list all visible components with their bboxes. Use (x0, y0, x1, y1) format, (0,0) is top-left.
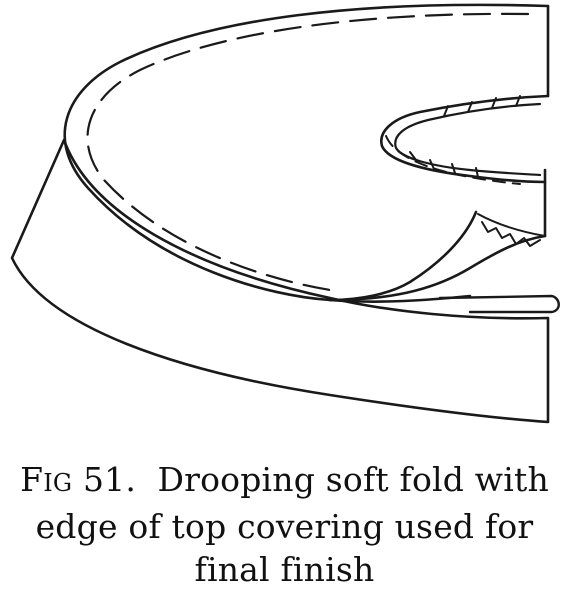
stitching-line-outer (86, 12, 530, 292)
fig-label-initial: F (20, 460, 44, 499)
inner-rim-notched (394, 102, 542, 177)
fig-number: 51. (82, 460, 137, 499)
outer-band-outline (10, 138, 550, 424)
drooping-fold-inner (328, 210, 478, 302)
drooping-fold-outer (328, 234, 547, 302)
fold-crease (477, 213, 546, 237)
fig-label-rest: IG (43, 469, 73, 497)
caption-line-1: FIG 51. Drooping soft fold with (0, 458, 569, 505)
covering-edge-strip (438, 294, 560, 314)
stitching-line-inner (385, 135, 521, 185)
hat-brim-fold-illustration (10, 3, 560, 424)
rim-notches (409, 95, 521, 178)
caption-line-1-text: Drooping soft fold with (157, 460, 549, 499)
fold-jagged-edge (481, 221, 541, 247)
caption-line-3: final finish (194, 550, 375, 589)
figure-caption: FIG 51. Drooping soft fold with edge of … (0, 458, 569, 591)
caption-line-2: edge of top covering used for (35, 507, 534, 546)
